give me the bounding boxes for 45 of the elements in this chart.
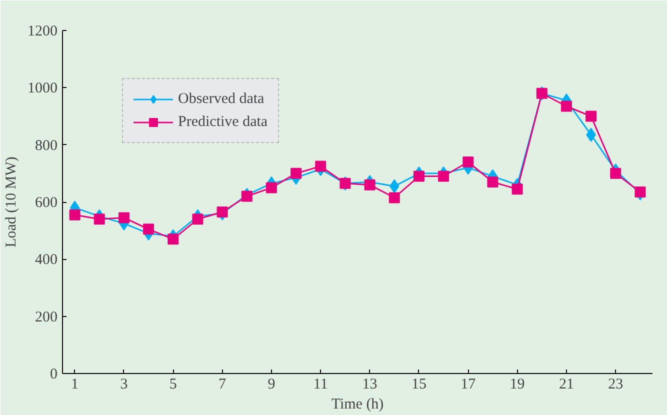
x-tick-label: 3 bbox=[120, 376, 128, 392]
legend-label: Predictive data bbox=[178, 114, 268, 130]
x-tick-label: 15 bbox=[411, 376, 426, 392]
point bbox=[241, 190, 252, 202]
point bbox=[94, 214, 105, 225]
point bbox=[290, 168, 302, 179]
legend-label: Observed data bbox=[178, 90, 264, 108]
y-tick-label: 1000 bbox=[28, 80, 58, 97]
y-tick-label: 0 bbox=[50, 366, 58, 382]
x-tick-label: 11 bbox=[313, 376, 328, 392]
x-tick-label: 19 bbox=[510, 376, 525, 392]
point bbox=[610, 168, 622, 179]
x-tick-label: 23 bbox=[608, 376, 624, 392]
point bbox=[586, 110, 597, 122]
y-tick-label: 200 bbox=[35, 309, 58, 326]
point bbox=[315, 160, 326, 172]
y-tick-label: 600 bbox=[35, 195, 58, 211]
point bbox=[216, 206, 228, 218]
point bbox=[143, 224, 154, 235]
point bbox=[462, 156, 474, 168]
point bbox=[413, 170, 424, 182]
x-tick-label: 5 bbox=[169, 376, 177, 392]
point bbox=[266, 182, 277, 194]
point bbox=[364, 179, 376, 190]
x-tick-label: 17 bbox=[460, 376, 476, 392]
y-axis-title: Load (10 MW) bbox=[4, 156, 20, 248]
point bbox=[192, 214, 204, 225]
point bbox=[168, 234, 179, 245]
x-tick-label: 1 bbox=[71, 376, 79, 392]
point bbox=[388, 192, 400, 204]
point bbox=[512, 184, 523, 195]
point bbox=[487, 176, 498, 188]
point bbox=[69, 209, 80, 220]
y-tick-label: 800 bbox=[35, 138, 58, 154]
x-tick-label: 9 bbox=[268, 376, 276, 392]
point bbox=[560, 100, 572, 112]
y-tick-label: 400 bbox=[35, 252, 58, 268]
point bbox=[118, 212, 130, 224]
x-tick-label: 7 bbox=[218, 376, 227, 392]
y-tick-label: 1200 bbox=[28, 24, 58, 40]
x-tick-label: 21 bbox=[558, 376, 574, 392]
point bbox=[634, 186, 646, 198]
x-tick-label: 13 bbox=[362, 376, 378, 392]
point bbox=[438, 170, 450, 182]
x-axis-title: Time (h) bbox=[331, 396, 384, 412]
